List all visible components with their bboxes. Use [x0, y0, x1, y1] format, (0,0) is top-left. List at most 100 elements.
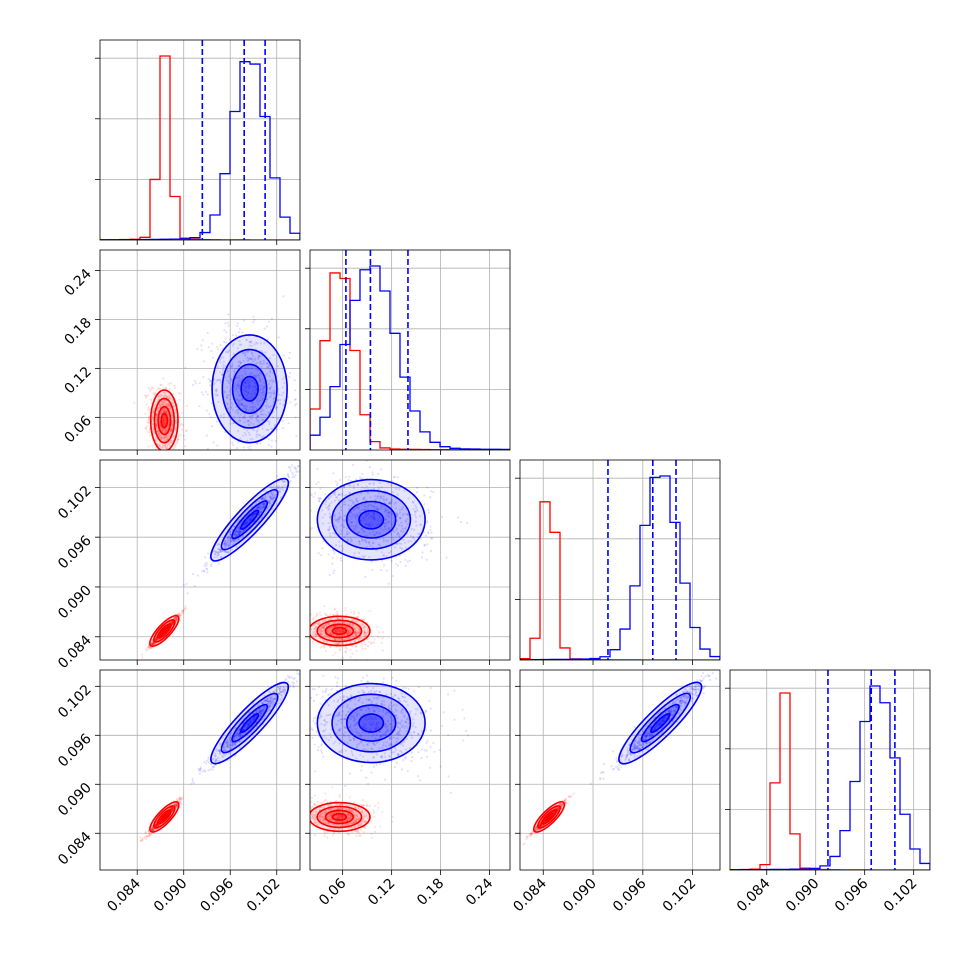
- scatter-point: [170, 429, 173, 432]
- scatter-point: [151, 641, 155, 644]
- scatter-point: [234, 367, 237, 370]
- scatter-point: [321, 630, 324, 633]
- scatter-point: [251, 516, 254, 519]
- scatter-point: [181, 796, 184, 799]
- scatter-point: [160, 429, 164, 432]
- scatter-point: [160, 393, 163, 396]
- scatter-point: [259, 442, 262, 445]
- scatter-point: [244, 366, 247, 369]
- scatter-point: [245, 386, 248, 389]
- scatter-point: [246, 419, 249, 422]
- scatter-point: [230, 548, 233, 551]
- scatter-point: [229, 530, 232, 534]
- scatter-point: [320, 632, 323, 636]
- scatter-point: [159, 395, 163, 398]
- scatter-point: [240, 403, 243, 407]
- scatter-point: [247, 359, 250, 362]
- scatter-point: [158, 432, 161, 435]
- scatter-point: [241, 402, 244, 406]
- scatter-point: [163, 402, 166, 405]
- scatter-point: [164, 410, 167, 414]
- scatter-point: [430, 490, 433, 493]
- scatter-point: [340, 631, 343, 634]
- scatter-point: [210, 425, 214, 428]
- scatter-point: [159, 482, 161, 484]
- scatter-point: [170, 621, 174, 624]
- scatter-point: [337, 628, 340, 631]
- scatter-point: [219, 549, 222, 552]
- scatter-point: [327, 629, 330, 632]
- scatter-point: [251, 514, 254, 517]
- scatter-point: [329, 628, 332, 631]
- scatter-point: [237, 360, 240, 364]
- scatter-point: [168, 394, 171, 397]
- scatter-point: [171, 420, 174, 423]
- scatter-point: [317, 481, 320, 484]
- scatter-point: [381, 649, 384, 652]
- scatter-point: [164, 399, 167, 402]
- scatter-point: [164, 445, 167, 448]
- scatter-point: [145, 835, 149, 839]
- scatter-point: [274, 439, 277, 443]
- scatter-point: [157, 396, 160, 399]
- scatter-point: [275, 485, 278, 488]
- scatter-point: [161, 446, 164, 449]
- scatter-point: [151, 416, 154, 419]
- scatter-point: [355, 649, 358, 653]
- scatter-point: [338, 648, 342, 651]
- scatter-point: [262, 418, 265, 422]
- scatter-point: [268, 388, 272, 391]
- scatter-point: [220, 373, 224, 376]
- scatter-point: [267, 500, 271, 504]
- scatter-point: [327, 622, 331, 625]
- scatter-point: [315, 482, 318, 486]
- scatter-point: [357, 630, 361, 633]
- scatter-point: [317, 622, 320, 625]
- scatter-point: [146, 646, 150, 649]
- scatter-point: [244, 523, 247, 527]
- scatter-point: [466, 521, 469, 525]
- scatter-point: [211, 342, 214, 345]
- scatter-point: [341, 642, 344, 646]
- scatter-point: [429, 496, 432, 499]
- scatter-point: [282, 480, 285, 484]
- scatter-point: [235, 528, 238, 531]
- scatter-point: [334, 629, 337, 632]
- scatter-point: [247, 381, 250, 385]
- scatter-point: [162, 418, 165, 422]
- scatter-point: [233, 415, 236, 418]
- scatter-point: [300, 628, 302, 630]
- scatter-point: [224, 545, 227, 548]
- scatter-point: [181, 424, 184, 427]
- scatter-point: [270, 497, 273, 501]
- scatter-point: [260, 502, 263, 506]
- scatter-point: [339, 617, 342, 620]
- scatter-point: [244, 353, 247, 356]
- scatter-point: [263, 495, 267, 498]
- scatter-point: [335, 613, 338, 616]
- scatter-point: [408, 559, 412, 562]
- scatter-point: [162, 411, 165, 414]
- scatter-point: [232, 539, 235, 542]
- scatter-point: [296, 465, 300, 468]
- scatter-point: [162, 403, 165, 406]
- scatter-point: [318, 500, 321, 503]
- scatter-point: [227, 551, 230, 554]
- scatter-point: [270, 392, 273, 395]
- scatter-point: [311, 640, 314, 643]
- scatter-point: [259, 507, 262, 510]
- scatter-point: [363, 629, 366, 632]
- scatter-point: [165, 446, 169, 450]
- scatter-point: [353, 623, 356, 626]
- scatter-point: [247, 384, 250, 388]
- scatter-point: [226, 351, 229, 354]
- scatter-point: [330, 633, 333, 636]
- scatter-point: [259, 342, 263, 345]
- scatter-point: [257, 419, 260, 422]
- scatter-point: [171, 622, 175, 625]
- scatter-point: [229, 539, 233, 542]
- scatter-point: [358, 629, 361, 633]
- scatter-point: [321, 547, 324, 550]
- scatter-point: [263, 502, 267, 505]
- scatter-point: [281, 420, 284, 423]
